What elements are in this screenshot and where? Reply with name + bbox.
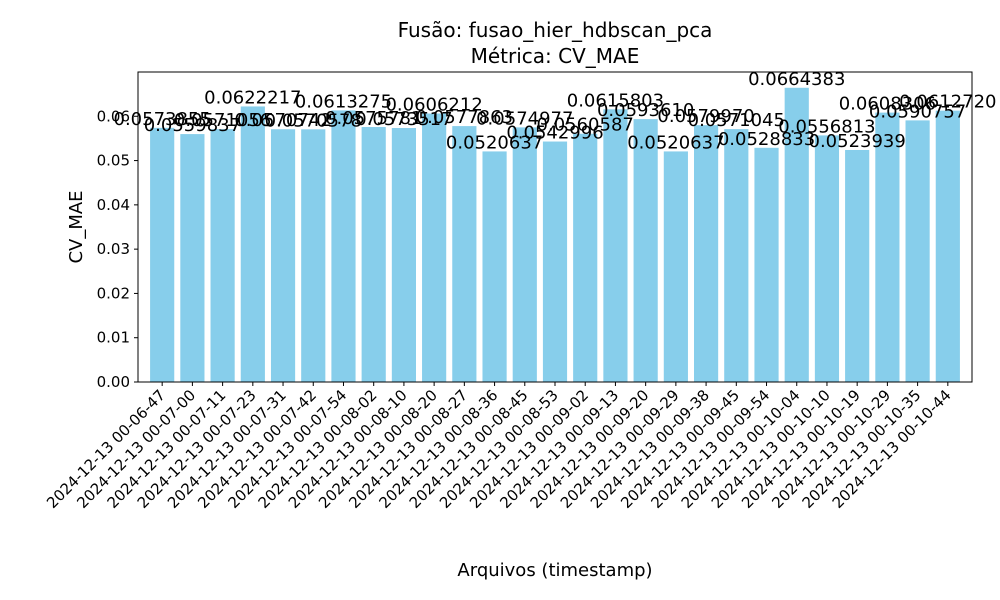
data-label: 0.0520637 (627, 132, 724, 153)
bar (754, 147, 779, 382)
data-label: 0.0606212 (385, 95, 482, 116)
data-label: 0.0590757 (869, 101, 966, 122)
bar (210, 129, 235, 382)
data-label: 0.0542996 (506, 123, 603, 144)
y-tick-label: 0.02 (97, 284, 130, 302)
bar (784, 87, 809, 382)
bar (301, 129, 326, 382)
bar (845, 149, 870, 382)
data-label: 0.0571056 (174, 110, 271, 131)
bar (150, 127, 175, 382)
bar (361, 127, 386, 383)
bar (331, 110, 356, 382)
bar (694, 125, 719, 383)
bar (603, 109, 628, 383)
bar (391, 128, 416, 382)
data-label: 0.0664383 (748, 69, 845, 90)
bar (180, 134, 205, 382)
y-tick-label: 0.04 (97, 196, 130, 214)
data-label: 0.0593610 (597, 100, 694, 121)
chart-title: Fusão: fusao_hier_hdbscan_pca (398, 18, 713, 42)
bar (935, 110, 960, 382)
y-tick-label: 0.00 (97, 373, 130, 391)
y-tick-label: 0.03 (97, 240, 130, 258)
data-label: 0.0613275 (295, 91, 392, 112)
bar (814, 135, 840, 382)
data-label: 0.0523939 (809, 131, 906, 152)
bar (875, 112, 900, 382)
data-label: 0.0556813 (778, 116, 875, 137)
bar (452, 126, 477, 383)
data-labels-group: 0.05738550.05598370.05710560.06222170.05… (114, 69, 997, 154)
y-tick-label: 0.06 (97, 107, 130, 125)
y-axis-label: CV_MAE (66, 190, 87, 263)
data-label: 0.0559837 (144, 115, 241, 136)
data-label: 0.0560587 (537, 115, 634, 136)
bar (270, 129, 296, 382)
bar (663, 151, 688, 382)
data-label: 0.0579970 (657, 106, 754, 127)
data-label: 0.0571045 (688, 110, 785, 131)
data-label: 0.0570742 (234, 110, 331, 131)
bar (240, 106, 265, 383)
y-tick-label: 0.05 (97, 152, 130, 170)
data-label: 0.0528833 (718, 129, 815, 150)
y-tick-label: 0.01 (97, 329, 130, 347)
data-label: 0.0608306 (839, 94, 936, 115)
chart-subtitle: Métrica: CV_MAE (471, 44, 640, 68)
data-label: 0.0520637 (446, 132, 543, 153)
data-label: 0.0575781 (325, 108, 422, 129)
bar (573, 133, 598, 382)
data-label: 0.0622217 (204, 87, 301, 108)
data-label: 0.0615803 (567, 90, 664, 111)
data-label: 0.0574977 (476, 108, 573, 129)
x-axis-label: Arquivos (timestamp) (457, 560, 652, 581)
bar (422, 113, 447, 383)
bar (542, 141, 568, 382)
data-label: 0.0577863 (416, 107, 513, 128)
bar (512, 127, 537, 382)
bar (724, 129, 749, 382)
data-label: 0.0573517 (355, 109, 452, 130)
bars-group (150, 87, 960, 383)
bar (633, 119, 658, 382)
data-label: 0.0612720 (899, 92, 996, 113)
bar (482, 151, 507, 382)
y-axis: 0.00 0.01 0.02 0.03 0.04 0.05 0.06 (97, 107, 138, 391)
bar (905, 120, 930, 383)
data-label: 0.0570578 (265, 110, 362, 131)
